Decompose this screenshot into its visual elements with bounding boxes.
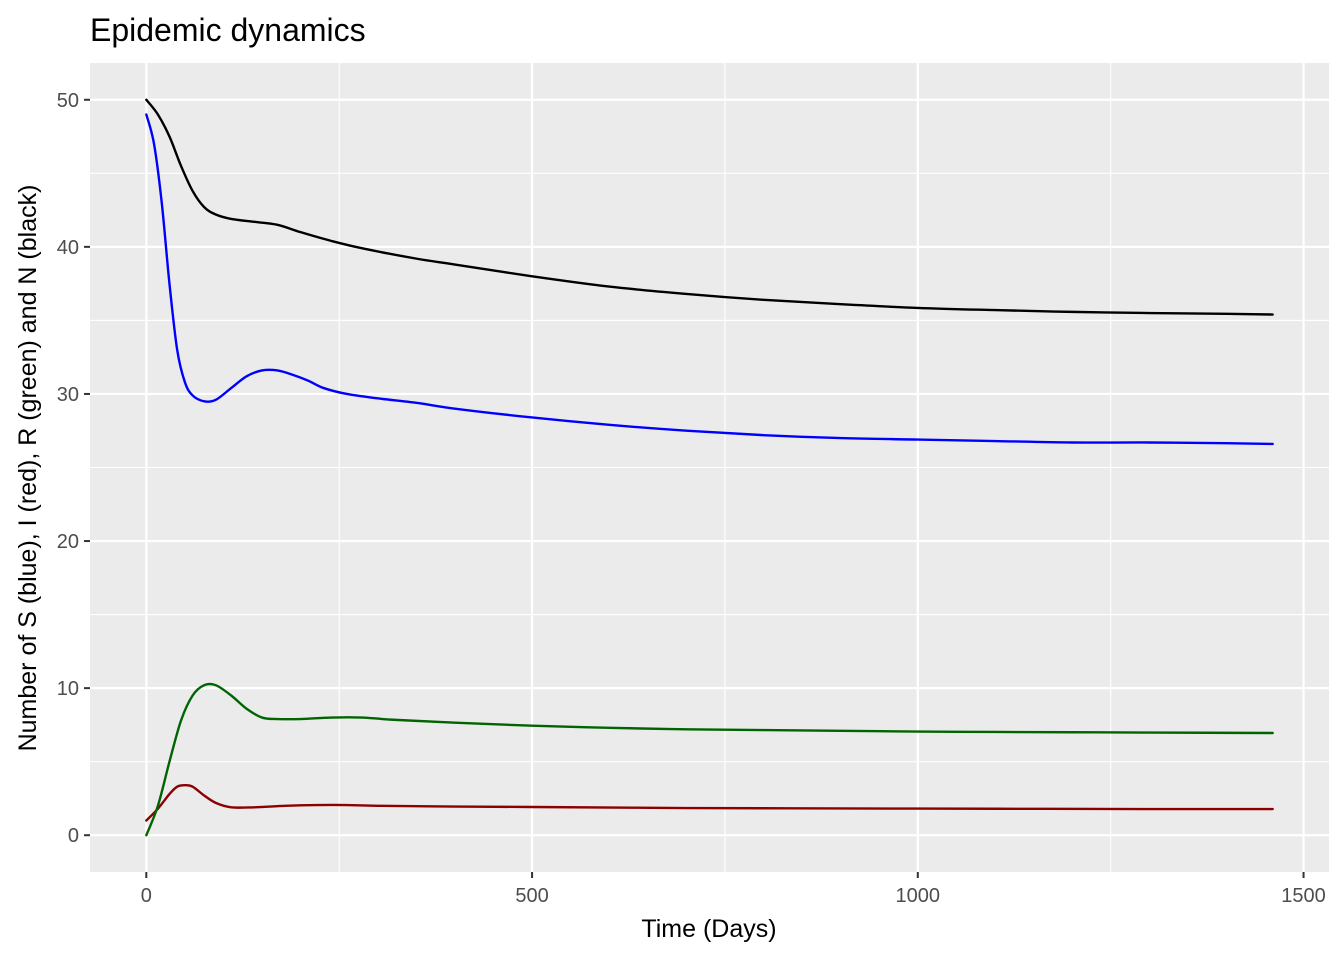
x-tick-label: 1500 [1281, 885, 1326, 907]
x-tick-label: 0 [141, 885, 152, 907]
chart-title: Epidemic dynamics [90, 12, 366, 48]
series-line-I [145, 784, 1274, 822]
y-tick-label: 40 [57, 237, 79, 259]
series-line-R [145, 682, 1274, 837]
y-tick-label: 50 [57, 90, 79, 112]
y-tick-label: 30 [57, 384, 79, 406]
series-line-S [145, 113, 1274, 446]
y-tick-label: 0 [68, 825, 79, 847]
x-axis: 0 500 1000 1500 [141, 872, 1326, 907]
y-tick-label: 20 [57, 531, 79, 553]
major-gridlines [90, 63, 1329, 872]
y-axis-title: Number of S (blue), I (red), R (green) a… [14, 185, 42, 752]
x-tick-label: 500 [515, 885, 548, 907]
y-tick-label: 10 [57, 678, 79, 700]
series-line-N [145, 98, 1274, 316]
series-lines [145, 98, 1274, 837]
x-tick-label: 1000 [896, 885, 941, 907]
minor-gridlines [90, 63, 1329, 872]
x-axis-title: Time (Days) [641, 915, 776, 943]
y-axis: 0 10 20 30 40 50 [57, 90, 90, 847]
